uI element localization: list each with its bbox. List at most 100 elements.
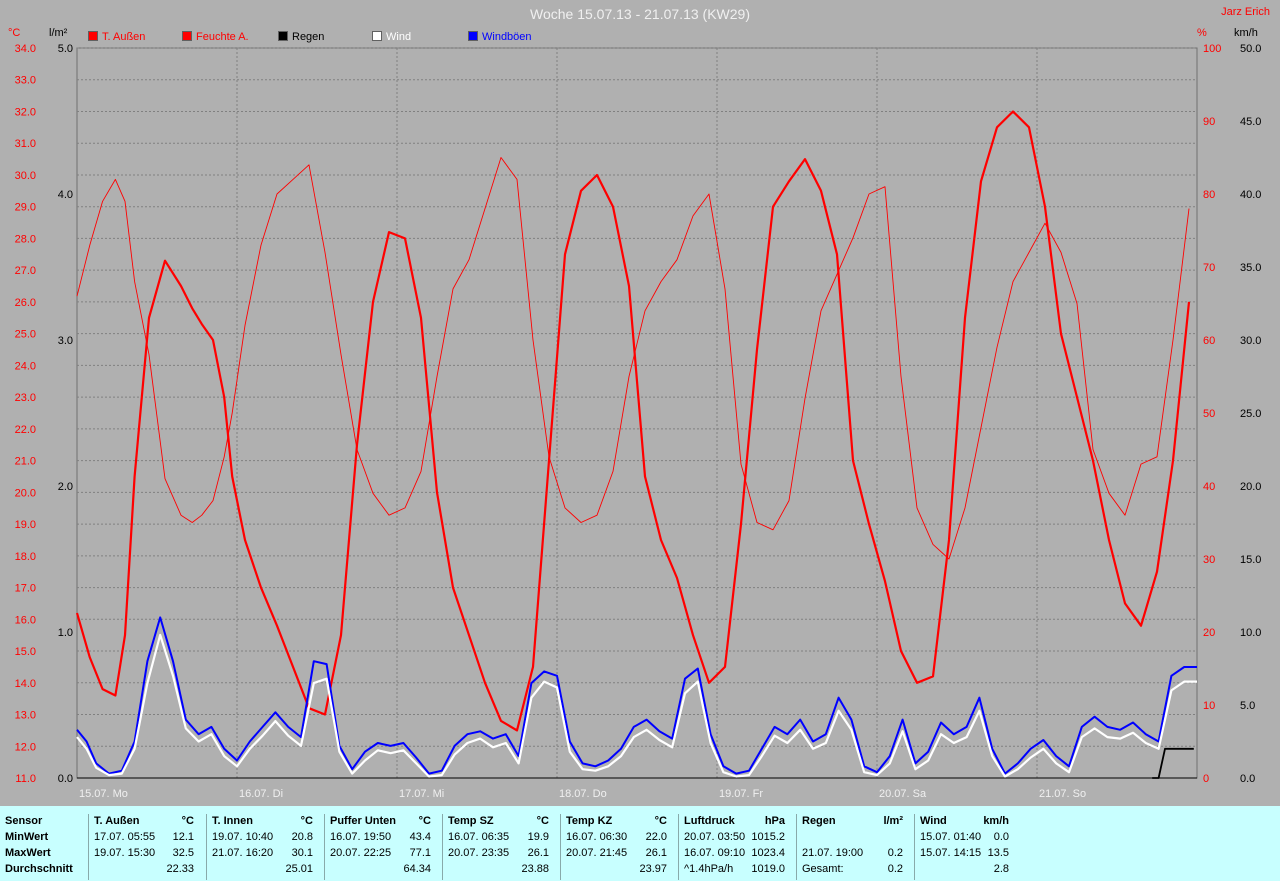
stats-max-value: 32.5 (172, 847, 194, 859)
humidity-tick-label: 0 (1203, 773, 1209, 785)
legend-label: Regen (292, 31, 325, 43)
stats-column: Puffer Unten °C 16.07. 19:50 43.4 20.07. 22:… (324, 814, 443, 880)
stats-min-value: 0.0 (993, 831, 1009, 843)
stats-column: Luftdruck hPa 20.07. 03:50 1015.2 16.07. 09:… (678, 814, 797, 880)
stats-avg-label: Durchschnitt (5, 863, 73, 875)
stats-cell: Gesamt: 0.2 (802, 863, 911, 878)
stats-cell: Temp SZ °C (448, 815, 557, 830)
x-tick-label: 21.07. So (1039, 788, 1086, 800)
plot-area (76, 47, 1198, 779)
stats-cell: 21.07. 16:20 30.1 (212, 847, 321, 862)
legend-item-gusts: Windböen (468, 31, 532, 43)
stats-max-value: 26.1 (527, 847, 549, 859)
stats-sensor-unit: °C (181, 815, 194, 827)
temp-tick-label: 18.0 (15, 551, 36, 563)
stats-sensor-name: Wind (920, 815, 947, 827)
legend-swatch (278, 31, 288, 41)
series-line-feuchte-a- (76, 157, 1190, 560)
temp-tick-label: 31.0 (15, 138, 36, 150)
stats-cell: 23.97 (566, 863, 675, 878)
stats-sensor-name: Temp SZ (448, 815, 494, 827)
legend-swatch (88, 31, 98, 41)
stats-cell: 16.07. 06:30 22.0 (566, 831, 675, 846)
legend-swatch (182, 31, 192, 41)
stats-cell: 20.07. 03:50 1015.2 (684, 831, 793, 846)
stats-column: Temp SZ °C 16.07. 06:35 19.9 20.07. 23:35 26.… (442, 814, 561, 880)
stats-sensor-unit: °C (654, 815, 667, 827)
temp-unit-label: °C (8, 27, 21, 39)
temp-tick-label: 25.0 (15, 329, 36, 341)
stats-min-time: 16.07. 06:35 (448, 831, 510, 843)
humidity-tick-label: 100 (1203, 43, 1221, 55)
stats-cell: 17.07. 05:55 12.1 (94, 831, 203, 846)
stats-min-time: 20.07. 03:50 (684, 831, 746, 843)
stats-max-time: 20.07. 21:45 (566, 847, 628, 859)
humidity-tick-label: 80 (1203, 189, 1215, 201)
temp-tick-label: 13.0 (15, 710, 36, 722)
stats-cell: T. Außen °C (94, 815, 203, 830)
humidity-tick-label: 90 (1203, 116, 1215, 128)
stats-sensor-name: Regen (802, 815, 836, 827)
temp-tick-label: 26.0 (15, 297, 36, 309)
stats-sensor-name: T. Außen (94, 815, 140, 827)
stats-min-value: 19.9 (527, 831, 549, 843)
chart-title: Woche 15.07.13 - 21.07.13 (KW29) (530, 6, 750, 22)
stats-avg-note: Gesamt: (802, 863, 844, 875)
series-lines (75, 110, 1197, 779)
humidity-tick-label: 50 (1203, 408, 1215, 420)
legend-label: T. Außen (102, 31, 146, 43)
stats-max-value: 77.1 (409, 847, 431, 859)
stats-avg-value: 2.8 (993, 863, 1009, 875)
temp-tick-label: 19.0 (15, 519, 36, 531)
stats-sensor-unit: hPa (764, 815, 785, 827)
stats-max-time: 20.07. 22:25 (330, 847, 392, 859)
stats-cell: T. Innen °C (212, 815, 321, 830)
stats-max-time: 19.07. 15:30 (94, 847, 156, 859)
temp-tick-label: 20.0 (15, 487, 36, 499)
rain-tick-label: 5.0 (58, 43, 73, 55)
stats-cell: 21.07. 19:00 0.2 (802, 847, 911, 862)
wind-tick-label: 50.0 (1240, 43, 1261, 55)
stats-cell: 20.07. 21:45 26.1 (566, 847, 675, 862)
stats-avg-value: 64.34 (403, 863, 431, 875)
stats-cell: 15.07. 01:40 0.0 (920, 831, 1023, 846)
weather-chart: 34.0 33.0 32.0 31.0 30.0 29.0 28.0 27.0 26.0 25.0… (15, 43, 1262, 800)
stats-max-value: 26.1 (645, 847, 667, 859)
legend-item-humidity: Feuchte A. (182, 31, 249, 43)
series-line-regen (1152, 747, 1194, 779)
stats-cell: 16.07. 06:35 19.9 (448, 831, 557, 846)
humidity-unit-label: % (1197, 27, 1207, 39)
temp-tick-label: 32.0 (15, 106, 36, 118)
wind-tick-label: 30.0 (1240, 335, 1261, 347)
legend-label: Feuchte A. (196, 31, 249, 43)
wind-tick-label: 35.0 (1240, 262, 1261, 274)
stats-header-label: Sensor (5, 815, 43, 827)
stats-max-value: 0.2 (887, 847, 903, 859)
stats-max-time: 20.07. 23:35 (448, 847, 510, 859)
temp-tick-label: 22.0 (15, 424, 36, 436)
stats-cell: 22.33 (94, 863, 203, 878)
stats-cell: 64.34 (330, 863, 439, 878)
legend-item-rain: Regen (278, 31, 324, 43)
humidity-tick-label: 30 (1203, 554, 1215, 566)
rain-tick-label: 1.0 (58, 627, 73, 639)
stats-cell: Puffer Unten °C (330, 815, 439, 830)
rain-tick-label: 3.0 (58, 335, 73, 347)
stats-cell: 20.07. 22:25 77.1 (330, 847, 439, 862)
temp-tick-label: 23.0 (15, 392, 36, 404)
x-axis-labels: 15.07. Mo 16.07. Di 17.07. Mi 18.07. Do 19.0… (79, 788, 1086, 800)
stats-cell: 16.07. 09:10 1023.4 (684, 847, 793, 862)
stats-cell: Regen l/m² (802, 815, 911, 830)
stats-min-time: 17.07. 05:55 (94, 831, 156, 843)
legend-item-temp: T. Außen (88, 31, 145, 43)
stats-cell: 23.88 (448, 863, 557, 878)
stats-max-value: 1023.4 (751, 847, 785, 859)
stats-avg-value: 23.97 (639, 863, 667, 875)
stats-avg-note: ^1.4hPa/h (684, 863, 734, 875)
series-line-windb-en (76, 616, 1197, 775)
humidity-tick-label: 70 (1203, 262, 1215, 274)
stats-sensor-name: Puffer Unten (330, 815, 396, 827)
stats-cell: Wind km/h (920, 815, 1023, 830)
rain-tick-label: 2.0 (58, 481, 73, 493)
wind-tick-label: 45.0 (1240, 116, 1261, 128)
